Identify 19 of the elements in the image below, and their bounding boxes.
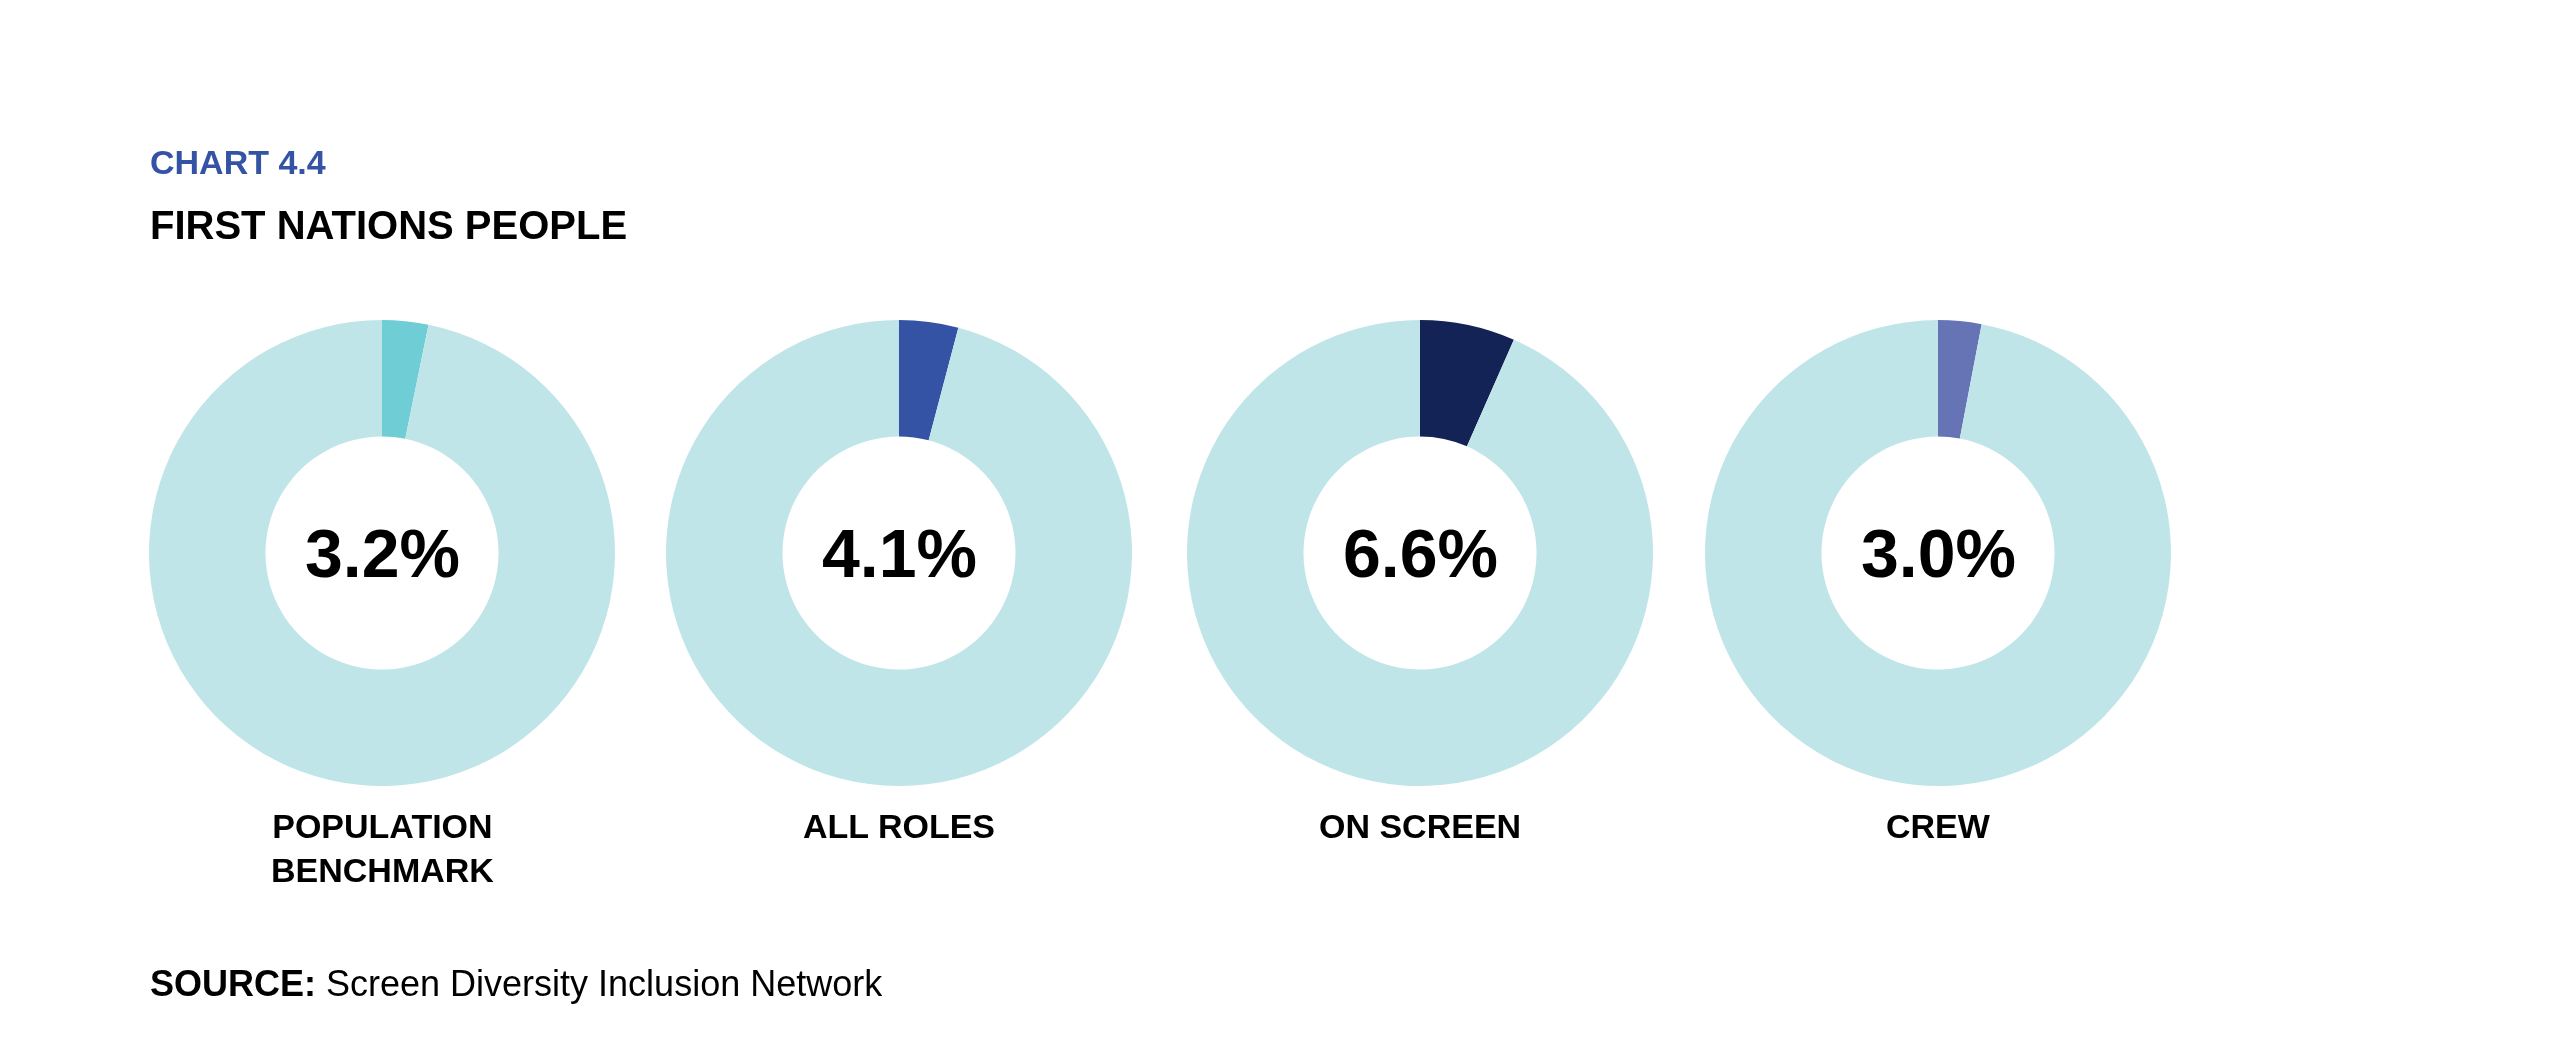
text: 3.0% <box>1861 515 2016 591</box>
text: ON SCREEN <box>1319 807 1522 845</box>
chart-title: CHART 4.4 <box>150 143 326 182</box>
donut-slice <box>1705 320 2171 786</box>
text: POPULATION BENCHMARK <box>271 807 495 890</box>
donut-slice <box>382 320 429 439</box>
text: 3.2% <box>305 515 460 591</box>
text: CREW <box>1886 807 1991 845</box>
donut-slice <box>899 320 959 441</box>
text: ALL ROLES <box>803 807 996 845</box>
source-note: SOURCE: Screen Diversity Inclusion Network <box>150 963 883 1005</box>
text: 4.1% <box>822 515 977 591</box>
donut-slice <box>1938 320 1982 439</box>
donut-slice <box>149 320 615 786</box>
chart-subtitle: FIRST NATIONS PEOPLE <box>150 203 628 248</box>
donut-slice <box>1187 320 1653 786</box>
donut-slice <box>1420 320 1514 447</box>
text: 6.6% <box>1343 515 1498 591</box>
donut-slice <box>666 320 1132 786</box>
